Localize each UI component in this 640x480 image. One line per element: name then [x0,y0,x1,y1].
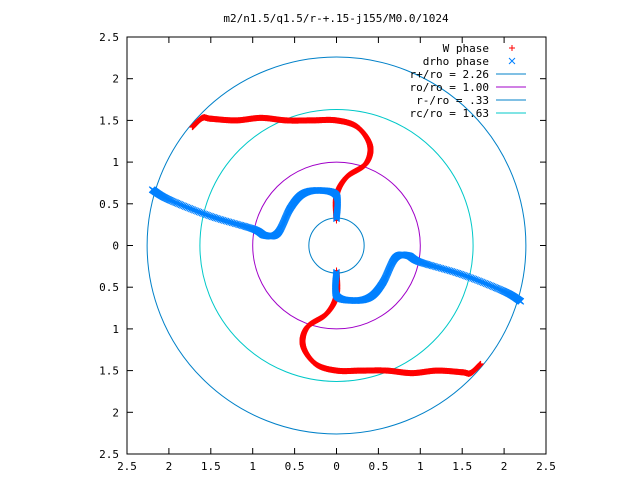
x-tick-label: 1 [417,460,424,473]
y-tick-label: 0 [112,240,119,253]
y-tick-label: 2.5 [99,31,119,44]
w-phase-point [477,360,484,367]
radius-circle [146,56,527,435]
x-tick-label: 1.5 [452,460,472,473]
radius-circle [252,161,421,330]
drho-phase-point [333,268,340,276]
x-tick-label: 2.5 [117,460,137,473]
y-tick-label: 0.5 [99,281,119,294]
drho-phase-point [333,215,340,223]
legend-label: r-/ro = .33 [416,94,489,107]
x-tick-label: 2 [166,460,173,473]
y-tick-label: 2 [112,73,119,86]
x-tick-label: 0 [333,460,340,473]
y-tick-label: 2 [112,406,119,419]
w-phase-point [509,45,515,51]
axis-ticks: 2.5 2 1.5 1 0.5 0 0.5 1 1.5 2 2.52.521.510.500.511… [99,31,556,473]
x-tick-label: 2.5 [536,460,556,473]
w-phase-point [189,124,196,131]
x-tick-label: 1.5 [201,460,221,473]
drho-phase-point [241,223,249,230]
y-tick-label: 1.5 [99,365,119,378]
drho-phase-point [424,261,432,268]
y-tick-label: 0.5 [99,198,119,211]
chart-title: m2/n1.5/q1.5/r-+.15-j155/M0.0/1024 [223,12,449,25]
x-tick-label: 1 [249,460,256,473]
legend-label: ro/ro = 1.00 [410,81,489,94]
radius-circle [308,217,365,274]
legend-label: W phase [443,42,489,55]
legend-label: r+/ro = 2.26 [410,68,489,81]
drho-phase-point [508,57,516,65]
x-tick-label: 2 [501,460,508,473]
y-tick-label: 1.5 [99,114,119,127]
legend-label: drho phase [423,55,489,68]
w-phase-series [189,114,484,377]
radius-circle [199,109,474,382]
x-tick-label: 0.5 [368,460,388,473]
legend-label: rc/ro = 1.63 [410,107,489,120]
drho-phase-series [148,186,525,305]
y-tick-label: 1 [112,156,119,169]
x-tick-label: 0.5 [285,460,305,473]
y-tick-label: 2.5 [99,448,119,461]
y-tick-label: 1 [112,323,119,336]
